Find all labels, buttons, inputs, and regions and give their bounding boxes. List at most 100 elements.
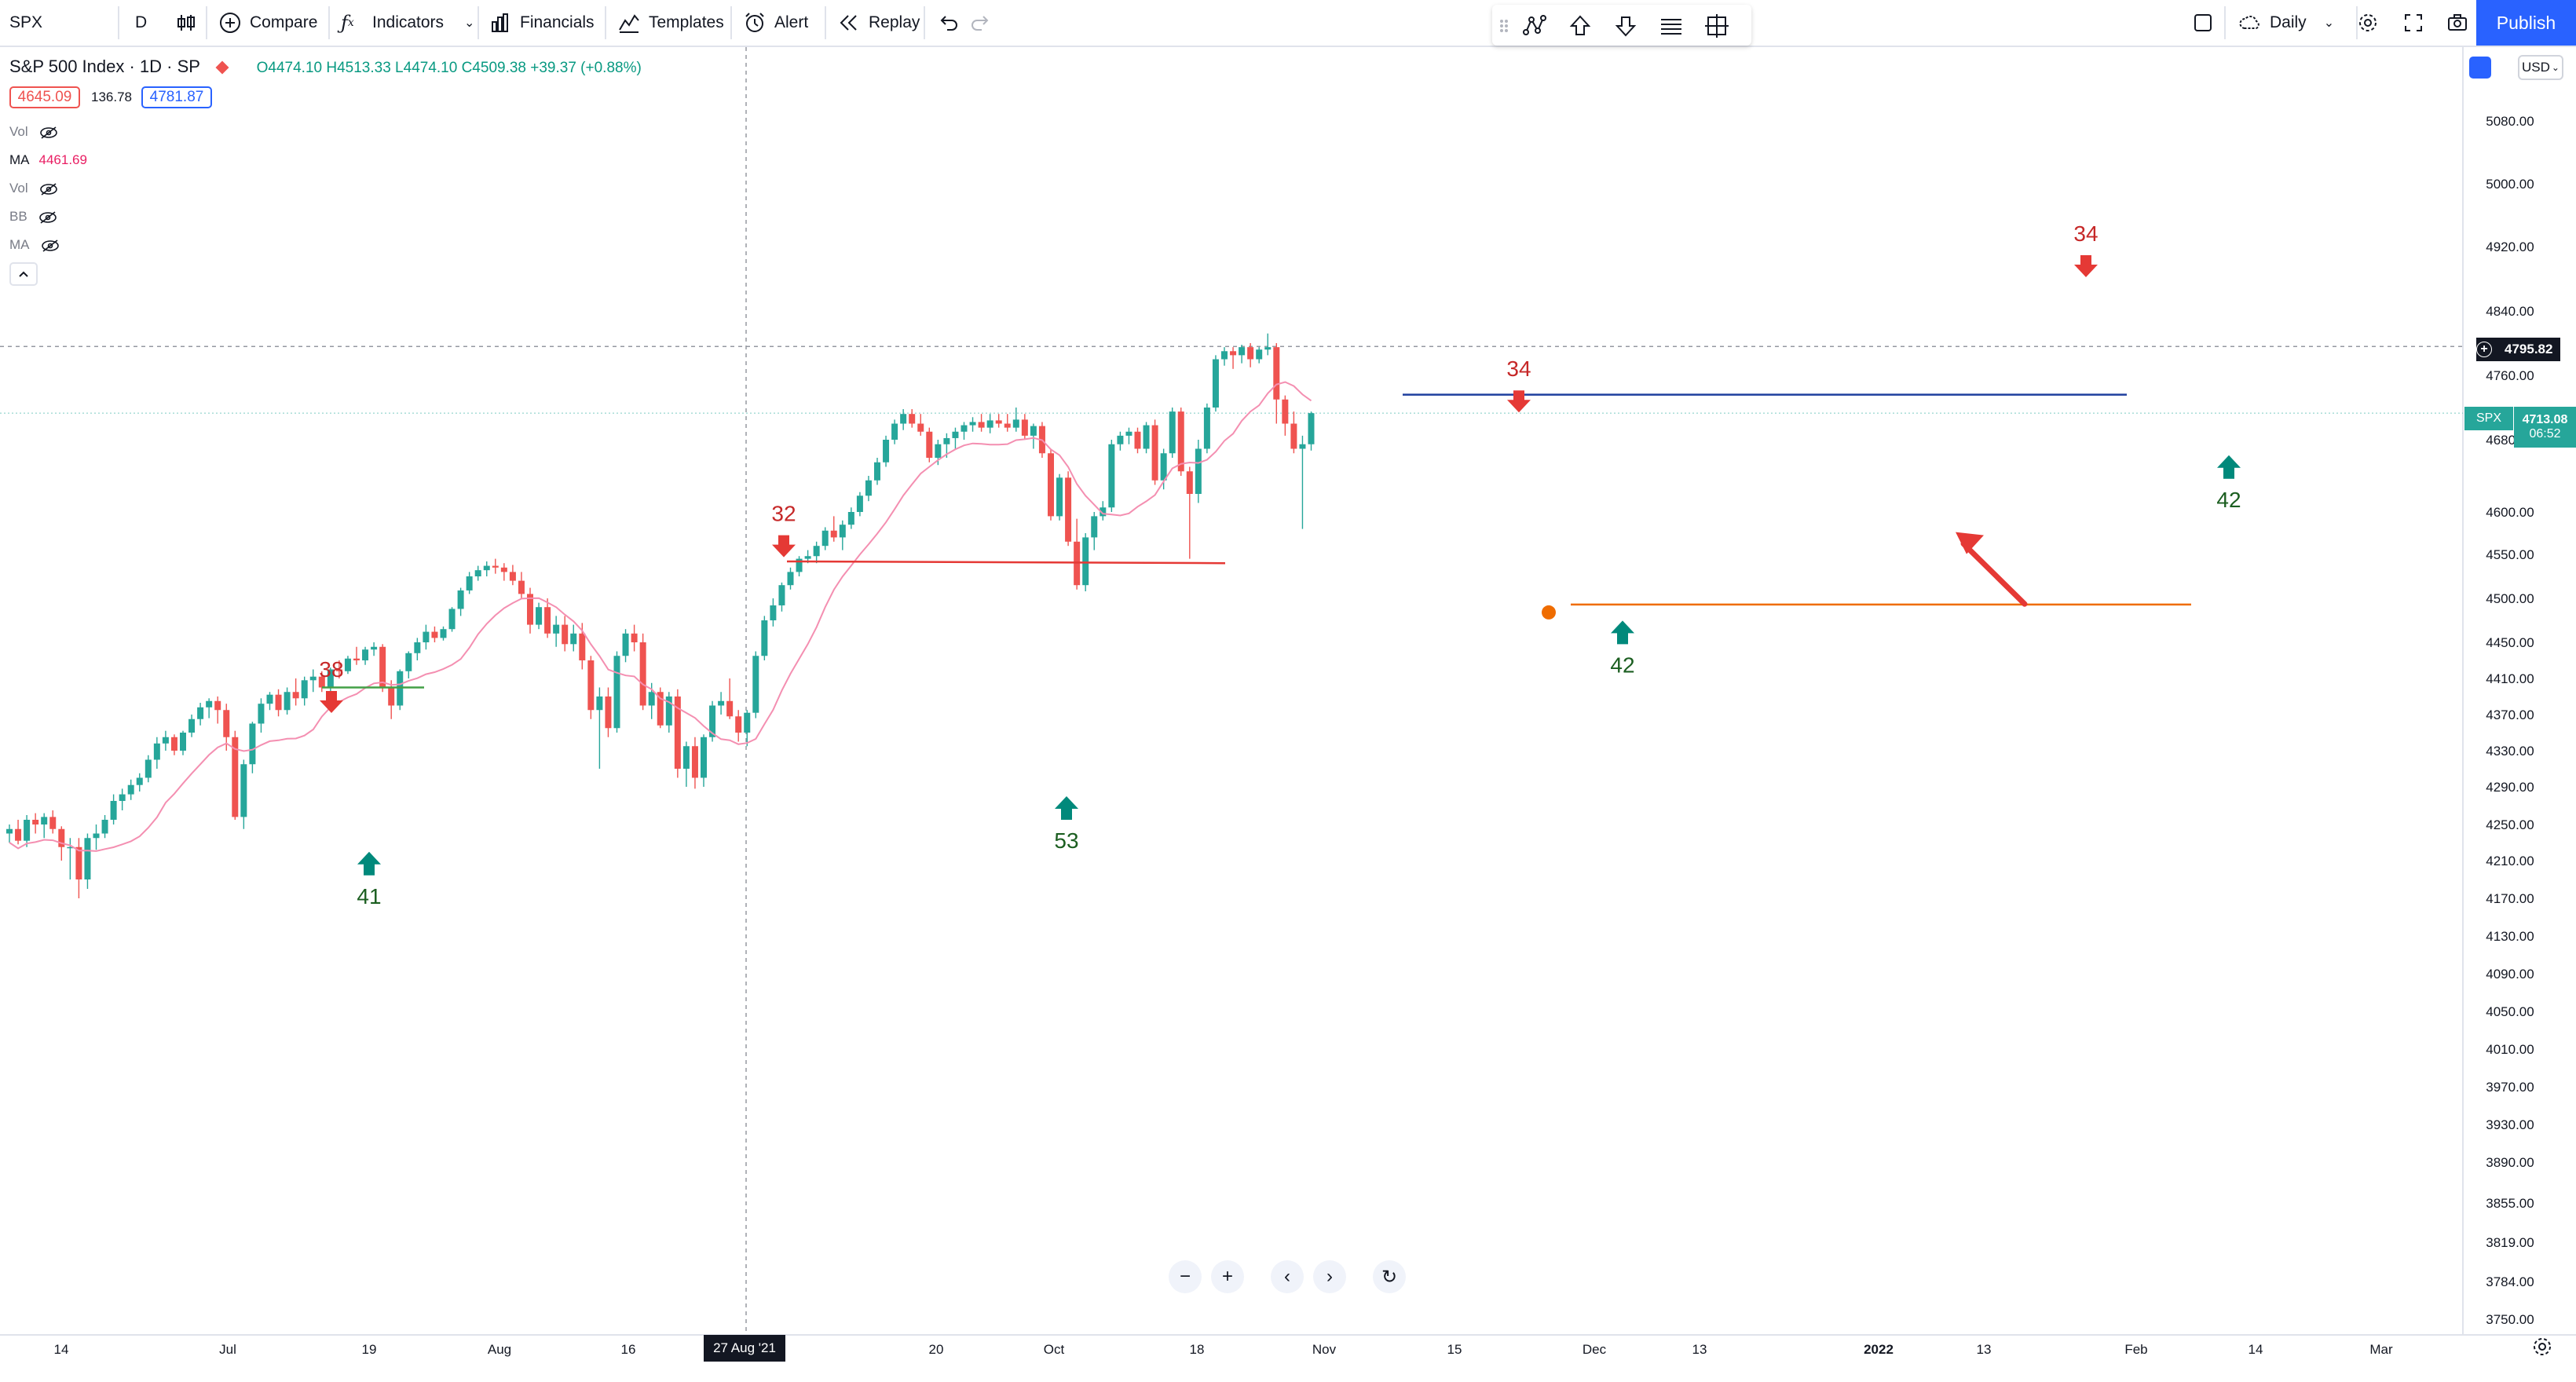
sell-price-box[interactable]: 4645.09 bbox=[9, 86, 80, 108]
redo-button[interactable] bbox=[969, 0, 1001, 46]
undo-button[interactable] bbox=[936, 0, 968, 46]
horizontal-lines-icon[interactable] bbox=[1659, 13, 1684, 38]
replay-label: Replay bbox=[869, 13, 920, 31]
layout-button[interactable] bbox=[2191, 0, 2223, 46]
zoom-out-button[interactable]: − bbox=[1169, 1260, 1202, 1293]
candle-body bbox=[718, 700, 725, 706]
price-axis-label: 4090.00 bbox=[2486, 967, 2534, 982]
currency-selector[interactable]: USD ⌄ bbox=[2518, 55, 2563, 80]
candle-body bbox=[639, 642, 646, 706]
legend-collapse-button[interactable] bbox=[9, 262, 38, 286]
symbol-tag: SPX bbox=[2464, 407, 2513, 430]
eye-crossed-icon[interactable] bbox=[41, 239, 60, 253]
settings-button[interactable] bbox=[2356, 0, 2388, 46]
candle-body bbox=[961, 425, 968, 432]
price-axis-label: 4840.00 bbox=[2486, 304, 2534, 319]
candle-body bbox=[978, 422, 985, 428]
candle-body bbox=[492, 565, 499, 568]
arrow-down-icon[interactable] bbox=[1613, 13, 1638, 38]
candle-body bbox=[353, 658, 360, 660]
publish-button[interactable]: Publish bbox=[2476, 0, 2576, 46]
interval-button[interactable]: D bbox=[135, 0, 147, 46]
snapshot-button[interactable] bbox=[2446, 0, 2477, 46]
chart-type-button[interactable] bbox=[174, 0, 206, 46]
candle-body bbox=[1256, 349, 1263, 360]
candle-body bbox=[1100, 507, 1107, 517]
candle-body bbox=[509, 572, 516, 581]
buy-arrow-icon bbox=[357, 851, 381, 876]
buy-signal-label: 41 bbox=[357, 884, 381, 909]
timeframe-dropdown[interactable]: Daily ⌄ bbox=[2238, 0, 2334, 46]
indicator-vol-2[interactable]: Vol bbox=[9, 181, 58, 196]
scroll-left-button[interactable]: ‹ bbox=[1271, 1260, 1304, 1293]
candle-body bbox=[466, 576, 473, 590]
candle-body bbox=[500, 567, 507, 572]
templates-button[interactable]: Templates bbox=[617, 0, 724, 46]
candle-body bbox=[448, 609, 456, 630]
candle-body bbox=[926, 431, 933, 458]
candle-body bbox=[197, 707, 204, 719]
candles-icon bbox=[177, 15, 195, 31]
zoom-in-button[interactable]: + bbox=[1211, 1260, 1244, 1293]
indicator-ma-2[interactable]: MA bbox=[9, 237, 60, 253]
candle-body bbox=[24, 820, 31, 841]
time-axis-label: 18 bbox=[1190, 1342, 1205, 1357]
axis-settings-button[interactable] bbox=[2530, 1335, 2554, 1358]
pattern-icon[interactable] bbox=[1522, 13, 1547, 38]
price-scale-toggle-icon[interactable] bbox=[2469, 57, 2491, 79]
candle-body bbox=[335, 669, 342, 671]
candle-body bbox=[518, 580, 525, 594]
replay-button[interactable]: Replay bbox=[837, 0, 920, 46]
price-chart[interactable]: 5080.005000.004920.004840.004760.004680.… bbox=[0, 47, 2576, 1382]
symbol-tag-label: SPX bbox=[2475, 411, 2501, 425]
sell-signal-label: 34 bbox=[2073, 221, 2098, 246]
plus-circle-icon[interactable]: + bbox=[2476, 342, 2492, 357]
series-title[interactable]: S&P 500 Index · 1D · SP bbox=[9, 57, 200, 76]
time-axis-label: Oct bbox=[1044, 1342, 1065, 1357]
buy-price-box[interactable]: 4781.87 bbox=[141, 86, 212, 108]
time-axis-label: Feb bbox=[2124, 1342, 2147, 1357]
candle-body bbox=[787, 572, 794, 586]
scroll-right-icon: › bbox=[1326, 1266, 1333, 1287]
candle-body bbox=[631, 633, 638, 642]
arrow-up-icon[interactable] bbox=[1568, 13, 1593, 38]
reset-chart-button[interactable]: ↻ bbox=[1373, 1260, 1406, 1293]
buy-signal-label: 53 bbox=[1054, 828, 1078, 853]
indicator-vol[interactable]: Vol bbox=[9, 124, 58, 140]
compare-button[interactable]: Compare bbox=[218, 0, 317, 46]
candle-body bbox=[110, 801, 117, 820]
zoom-in-icon: + bbox=[1221, 1266, 1233, 1287]
candle-body bbox=[292, 692, 299, 699]
candle-body bbox=[1134, 431, 1141, 449]
price-axis-label: 5080.00 bbox=[2486, 114, 2534, 129]
fullscreen-button[interactable] bbox=[2402, 0, 2433, 46]
candle-body bbox=[170, 737, 177, 751]
candle-body bbox=[1065, 477, 1072, 542]
indicator-name: BB bbox=[9, 209, 27, 224]
drag-handle-icon[interactable] bbox=[1498, 13, 1509, 38]
price-axis-label: 4550.00 bbox=[2486, 547, 2534, 562]
financials-button[interactable]: Financials bbox=[488, 0, 595, 46]
alert-button[interactable]: Alert bbox=[743, 0, 808, 46]
eye-crossed-icon[interactable] bbox=[39, 182, 58, 196]
candle-body bbox=[49, 817, 57, 829]
scroll-right-button[interactable]: › bbox=[1313, 1260, 1346, 1293]
bar-countdown: 06:52 bbox=[2529, 427, 2561, 441]
indicator-ma[interactable]: MA 4461.69 bbox=[9, 152, 87, 168]
eye-crossed-icon[interactable] bbox=[38, 210, 57, 225]
candle-body bbox=[562, 624, 569, 645]
candle-body bbox=[900, 414, 907, 424]
candle-body bbox=[813, 546, 820, 557]
divider bbox=[478, 6, 479, 39]
candle-body bbox=[883, 440, 890, 462]
candle-body bbox=[701, 737, 707, 778]
measure-icon[interactable] bbox=[1704, 13, 1729, 38]
symbol-search[interactable]: SPX bbox=[9, 0, 42, 46]
eye-crossed-icon[interactable] bbox=[39, 126, 58, 140]
candle-body bbox=[232, 737, 239, 817]
indicator-name: MA bbox=[9, 237, 30, 252]
candle-body bbox=[32, 820, 39, 824]
candle-body bbox=[474, 570, 481, 576]
indicator-bb[interactable]: BB bbox=[9, 209, 57, 225]
